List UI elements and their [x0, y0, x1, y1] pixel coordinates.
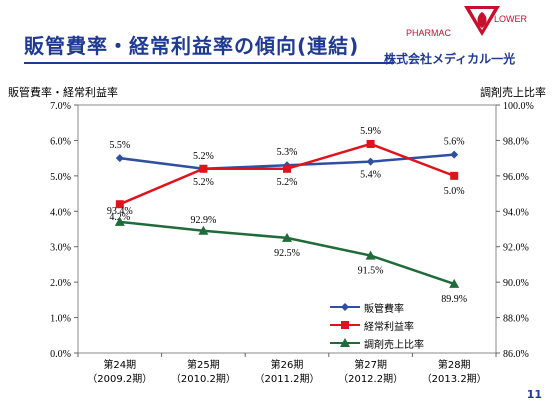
plot-area [77, 104, 497, 354]
data-point-dispensing [449, 278, 460, 288]
data-label-sga: 5.6% [444, 137, 465, 148]
legend-item-ordinary: 経常利益率 [330, 316, 424, 334]
title-underline [24, 62, 394, 64]
left-tick-label: 5.0% [50, 172, 71, 183]
data-point-sga [366, 157, 375, 166]
legend-label-dispensing: 調剤売上比率 [364, 339, 424, 351]
legend-triangle-icon [330, 338, 360, 347]
right-tick-label: 86.0% [503, 349, 529, 360]
legend-label-ordinary: 経常利益率 [364, 321, 414, 333]
logo-brand-right: LOWER [494, 14, 528, 24]
data-label-ordinary: 5.2% [277, 177, 298, 188]
data-point-dispensing [198, 225, 209, 235]
data-label-sga: 5.5% [109, 140, 130, 151]
logo-brand-left: PHARMAC [406, 28, 452, 38]
data-label-ordinary: 5.9% [360, 126, 381, 137]
data-label-dispensing: 93.4% [107, 206, 133, 217]
data-point-ordinary [115, 200, 124, 209]
right-tick-label: 98.0% [503, 136, 529, 147]
left-tick-label: 2.0% [50, 278, 71, 289]
page-title: 販管費率・経常利益率の傾向(連結) [24, 34, 360, 58]
x-tick-label: （2011.2期） [255, 373, 320, 385]
left-tick-label: 7.0% [50, 101, 71, 112]
legend-item-sga: 販管費率 [330, 298, 424, 316]
left-tick-label: 1.0% [50, 314, 71, 325]
x-tick-label: （2013.2期） [422, 373, 487, 385]
x-tick-label: 第27期 [354, 358, 387, 371]
left-tick-label: 3.0% [50, 243, 71, 254]
legend-label-sga: 販管費率 [364, 303, 404, 315]
legend-square-icon [330, 321, 360, 329]
data-point-ordinary [366, 139, 375, 148]
data-label-sga: 5.4% [360, 170, 381, 181]
x-tick-label: 第28期 [438, 358, 471, 371]
right-tick-label: 90.0% [503, 278, 529, 289]
data-label-dispensing: 92.5% [274, 248, 300, 259]
x-tick-label: （2009.2期） [87, 373, 152, 385]
data-label-sga: 5.2% [193, 151, 214, 162]
left-tick-label: 4.0% [50, 207, 71, 218]
data-label-dispensing: 92.9% [190, 215, 216, 226]
x-tick-label: （2012.2期） [338, 373, 403, 385]
data-label-ordinary: 5.2% [193, 177, 214, 188]
data-point-sga [115, 154, 124, 163]
right-tick-label: 96.0% [503, 172, 529, 183]
right-tick-label: 100.0% [503, 101, 534, 112]
x-tick-label: 第26期 [271, 358, 304, 371]
data-point-ordinary [450, 171, 459, 180]
logo-mark-icon [464, 6, 500, 36]
company-logo: PHARMAC LOWER 株式会社メディカル一光 [376, 4, 546, 74]
data-label-dispensing: 91.5% [358, 266, 384, 277]
data-point-ordinary [283, 164, 291, 173]
right-tick-label: 94.0% [503, 207, 529, 218]
page-number: 11 [526, 388, 542, 401]
left-tick-label: 6.0% [50, 136, 71, 147]
company-name: 株式会社メディカル一光 [384, 52, 516, 66]
right-axis-title: 調剤売上比率 [480, 86, 546, 99]
right-tick-label: 92.0% [503, 243, 529, 254]
data-point-dispensing [365, 250, 376, 260]
legend-diamond-icon [330, 303, 360, 311]
left-tick-label: 0.0% [50, 349, 71, 360]
data-label-dispensing: 89.9% [441, 294, 467, 305]
left-axis-title: 販管費率・経常利益率 [8, 86, 118, 99]
x-tick-label: 第25期 [187, 358, 220, 371]
data-point-dispensing [282, 232, 292, 242]
data-label-ordinary: 5.0% [444, 186, 465, 197]
x-tick-label: 第24期 [103, 358, 136, 371]
x-tick-label: （2010.2期） [171, 373, 236, 385]
right-tick-label: 88.0% [503, 314, 529, 325]
chart-legend: 販管費率 経常利益率 調剤売上比率 [330, 298, 424, 352]
data-point-dispensing [114, 216, 125, 226]
data-label-sga: 5.3% [277, 147, 298, 158]
legend-item-dispensing: 調剤売上比率 [330, 334, 424, 352]
data-point-sga [450, 150, 459, 159]
data-point-ordinary [199, 164, 208, 173]
